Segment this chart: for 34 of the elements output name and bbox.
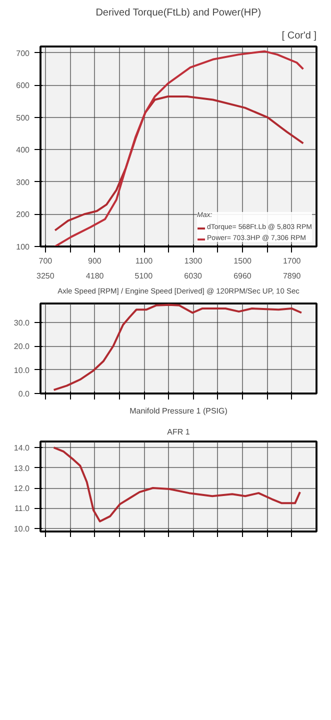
y-tick-label: 500 bbox=[16, 113, 30, 122]
y-tick-label: 400 bbox=[16, 146, 30, 155]
y-tick-label: 11.0 bbox=[14, 504, 30, 514]
y-tick-label: 30.0 bbox=[14, 318, 30, 328]
y-tick-label: 10.0 bbox=[14, 366, 30, 375]
line-series bbox=[52, 304, 302, 391]
x2-tick-label: 5100 bbox=[134, 272, 154, 280]
x-tick-label: 700 bbox=[38, 256, 53, 266]
text: Manifold Pressure 1 (PSIG) bbox=[130, 406, 228, 416]
x2-tick-label: 4180 bbox=[86, 272, 104, 280]
chart-title: AFR 1 bbox=[167, 428, 190, 436]
y-tick-label: 200 bbox=[16, 210, 30, 220]
y-tick-label: 300 bbox=[16, 178, 30, 187]
x-tick-label: 900 bbox=[88, 256, 102, 266]
x2-tick-label: 7890 bbox=[282, 272, 302, 280]
y-tick-label: 10.0 bbox=[14, 524, 30, 534]
x-tick-label: 1300 bbox=[184, 256, 203, 266]
x-tick-label: 1500 bbox=[234, 256, 252, 266]
chart-title: Derived Torque(FtLb) and Power(HP) bbox=[96, 8, 262, 18]
y-tick-label: 600 bbox=[16, 81, 30, 90]
y-tick-label: 0.0 bbox=[18, 390, 30, 398]
y-tick-label: 700 bbox=[16, 48, 30, 58]
y-tick-label: 100 bbox=[16, 242, 30, 252]
y-tick-label: 20.0 bbox=[14, 342, 30, 352]
x-tick-label: 1100 bbox=[135, 256, 154, 266]
x2-tick-label: 6030 bbox=[184, 272, 203, 280]
y-tick-label: 14.0 bbox=[14, 444, 30, 453]
x-tick-label: 1700 bbox=[282, 256, 302, 266]
chart-subtitle: [ Cor'd ] bbox=[282, 30, 317, 42]
y-tick-label: 12.0 bbox=[14, 484, 30, 494]
line-series bbox=[52, 446, 301, 522]
y-tick-label: 13.0 bbox=[14, 464, 30, 473]
x2-tick-label: 3250 bbox=[36, 272, 55, 280]
x2-tick-label: 6960 bbox=[234, 272, 252, 280]
